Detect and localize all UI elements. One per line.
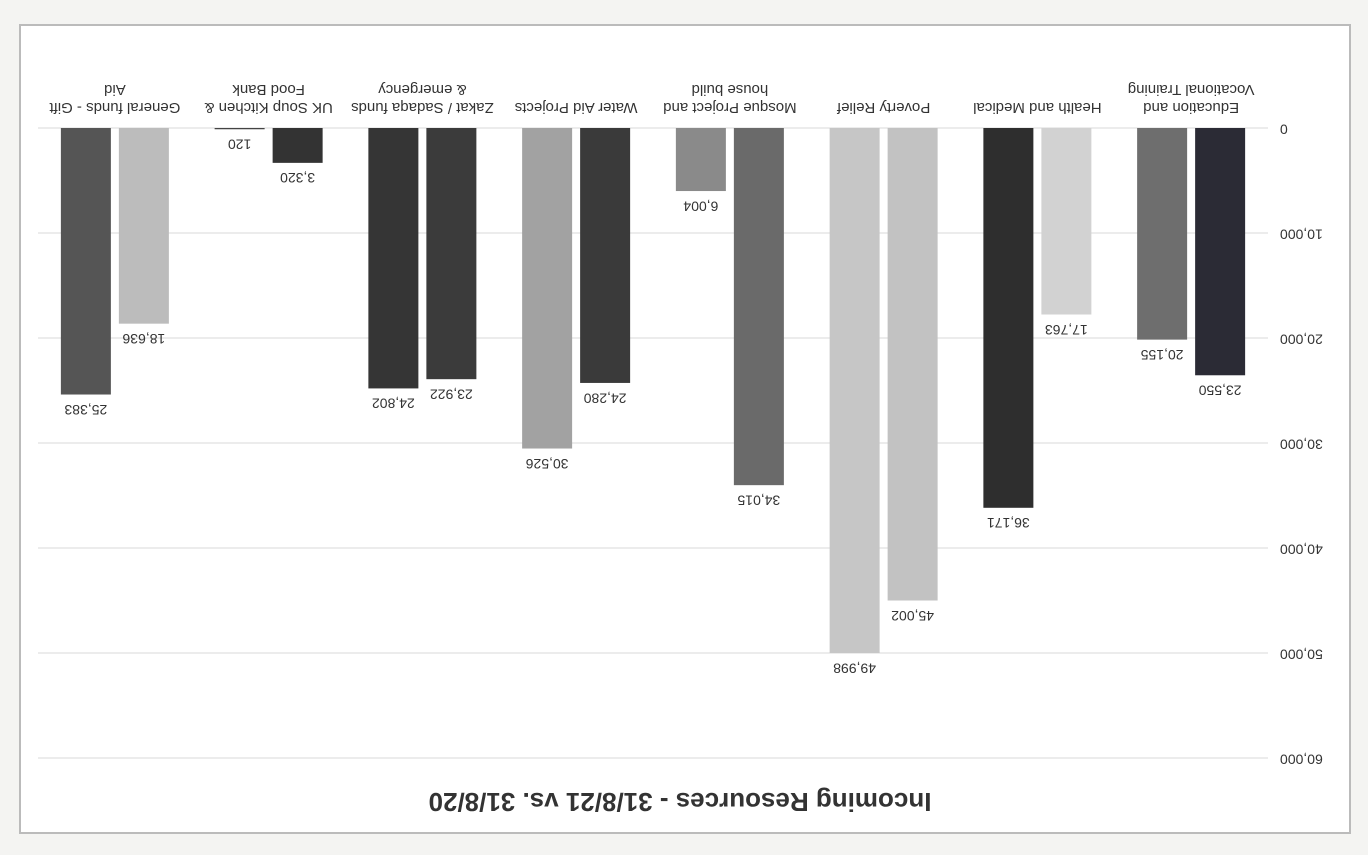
data-label: 24,802 bbox=[372, 396, 415, 412]
x-tick-label-box: Water Aid Projects bbox=[514, 99, 638, 116]
data-label: 3,320 bbox=[280, 170, 315, 186]
bar bbox=[675, 128, 726, 192]
x-tick-label-box: General funds - Gift Aid bbox=[49, 81, 181, 116]
y-tick-label: 50,000 bbox=[1280, 646, 1323, 662]
x-tick-label: Education and Vocational Training bbox=[1127, 81, 1255, 116]
chart-title: Incoming Resources - 31/8/21 vs. 31/8/20 bbox=[429, 787, 932, 817]
data-label: 34,015 bbox=[737, 492, 780, 508]
bar bbox=[118, 128, 169, 324]
x-tick-label: UK Soup Kitchen & Food Bank bbox=[204, 81, 333, 116]
bar bbox=[1137, 128, 1188, 340]
bar bbox=[829, 128, 880, 653]
scanned-page: Incoming Resources - 31/8/21 vs. 31/8/20… bbox=[19, 24, 1351, 834]
x-tick-label: Health and Medical bbox=[973, 99, 1102, 116]
x-tick-label: Mosque Project and house build bbox=[663, 81, 797, 116]
data-label: 24,280 bbox=[584, 390, 627, 406]
data-label: 49,998 bbox=[833, 660, 876, 676]
data-label: 25,383 bbox=[64, 402, 107, 418]
bar bbox=[733, 128, 784, 486]
x-tick-label: Poverty Relief bbox=[836, 99, 931, 116]
x-tick-label-box: Zakat / Sadaqa funds & emergency bbox=[351, 81, 494, 116]
bar bbox=[272, 128, 323, 163]
x-tick-label-box: Poverty Relief bbox=[836, 99, 931, 116]
data-label: 36,171 bbox=[987, 515, 1030, 531]
y-tick-label: 10,000 bbox=[1280, 226, 1323, 242]
data-label: 23,550 bbox=[1199, 383, 1242, 399]
y-tick-label: 40,000 bbox=[1280, 541, 1323, 557]
x-tick-label: Water Aid Projects bbox=[514, 99, 638, 116]
x-tick-label-box: Mosque Project and house build bbox=[663, 81, 797, 116]
data-label: 30,526 bbox=[526, 456, 569, 472]
y-tick-label: 30,000 bbox=[1280, 436, 1323, 452]
x-tick-label: General funds - Gift Aid bbox=[49, 81, 181, 116]
data-label: 20,155 bbox=[1141, 347, 1184, 363]
data-label: 120 bbox=[228, 137, 252, 153]
y-tick-label: 60,000 bbox=[1280, 751, 1323, 767]
y-tick-label: 0 bbox=[1280, 121, 1288, 137]
x-tick-label: Zakat / Sadaqa funds & emergency bbox=[351, 81, 494, 116]
bar bbox=[522, 128, 573, 449]
bar bbox=[60, 128, 111, 395]
bar bbox=[1041, 128, 1092, 315]
data-label: 17,763 bbox=[1045, 322, 1088, 338]
data-label: 23,922 bbox=[430, 386, 473, 402]
bar bbox=[368, 128, 419, 389]
y-tick-label: 20,000 bbox=[1280, 331, 1323, 347]
bar bbox=[1195, 128, 1246, 376]
x-tick-label-box: UK Soup Kitchen & Food Bank bbox=[204, 81, 333, 116]
data-label: 6,004 bbox=[683, 198, 718, 214]
bar bbox=[426, 128, 477, 380]
data-label: 18,636 bbox=[122, 331, 165, 347]
bar bbox=[580, 128, 631, 383]
data-label: 45,002 bbox=[891, 608, 934, 624]
bar bbox=[887, 128, 938, 601]
bar bbox=[214, 128, 265, 130]
bar bbox=[983, 128, 1034, 508]
x-tick-label-box: Health and Medical bbox=[973, 99, 1102, 116]
x-tick-label-box: Education and Vocational Training bbox=[1127, 81, 1255, 116]
